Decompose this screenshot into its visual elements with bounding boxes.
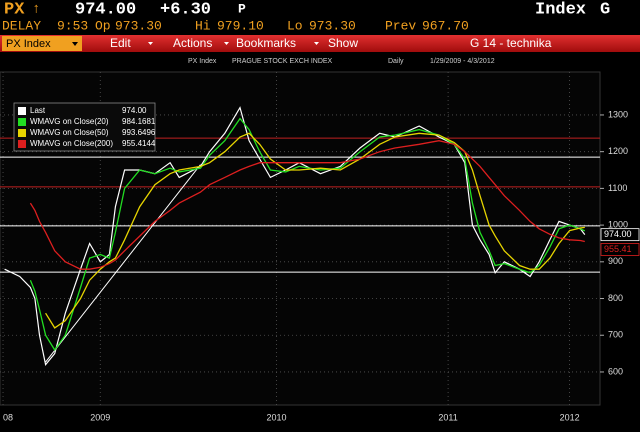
x-tick-label: 08	[3, 412, 13, 422]
legend-swatch	[18, 107, 26, 115]
market-key: G	[600, 0, 610, 19]
dropdown-arrow	[72, 42, 78, 46]
legend-value: 993.6496	[122, 128, 156, 137]
end-label: 974.00	[604, 229, 632, 239]
legend-swatch	[18, 140, 26, 148]
y-tick-label: 1200	[608, 146, 628, 156]
legend-swatch	[18, 129, 26, 137]
info-period: Daily	[388, 58, 404, 65]
y-tick-label: 600	[608, 366, 623, 376]
flag: P	[238, 1, 246, 16]
menu-item[interactable]: Actions	[173, 36, 212, 50]
menu-item[interactable]: Edit	[110, 36, 131, 50]
series-line	[29, 140, 585, 270]
series-line	[45, 132, 585, 329]
legend-label: WMAVG on Close(200)	[30, 139, 113, 148]
security-field[interactable]: PX Index	[6, 38, 51, 50]
arrow: ↑	[32, 2, 40, 18]
x-tick-label: 2011	[438, 412, 457, 422]
market: Index	[535, 0, 586, 19]
y-tick-label: 700	[608, 330, 623, 340]
menu-arrow	[314, 42, 319, 45]
end-label-box	[600, 228, 640, 242]
y-tick-label: 1000	[608, 219, 628, 229]
prev-label: Prev	[385, 18, 416, 33]
legend-label: WMAVG on Close(20)	[30, 117, 109, 126]
change: +6.30	[160, 0, 211, 19]
function-name: G 14 - technika	[470, 36, 552, 50]
x-tick-label: 2012	[560, 412, 580, 422]
y-tick-label: 900	[608, 256, 623, 266]
low: 973.30	[309, 18, 356, 33]
end-label: 955.41	[604, 244, 632, 254]
legend: Last 974.00 WMAVG on Close(20) 984.1681 WMAV…	[13, 102, 156, 152]
info-name: PRAGUE STOCK EXCH INDEX	[232, 58, 333, 65]
legend-box	[13, 102, 156, 152]
y-tick-label: 800	[608, 293, 623, 303]
x-tick-label: 2009	[90, 412, 110, 422]
menu-arrow	[224, 42, 229, 45]
legend-value: 955.4144	[122, 139, 156, 148]
legend-swatch	[18, 118, 26, 126]
end-label-box	[600, 243, 640, 256]
price: 974.00	[75, 0, 136, 19]
open-label: Op	[95, 18, 111, 33]
delay: DELAY	[2, 18, 41, 33]
prev: 967.70	[422, 18, 469, 33]
menu-arrow	[148, 42, 153, 45]
plot: 600 700 800 900 1000 1100 1200 1300 08 2009 2010 20…	[0, 72, 640, 422]
legend-value: 974.00	[122, 106, 147, 115]
high-label: Hi	[195, 18, 211, 33]
legend-label: Last	[30, 106, 46, 115]
x-tick-label: 2010	[266, 412, 286, 422]
y-tick-label: 1100	[608, 183, 627, 193]
security-box[interactable]	[2, 36, 82, 51]
menu-bar	[0, 35, 640, 52]
menu-item[interactable]: Bookmarks	[236, 36, 296, 50]
y-tick-label: 1300	[608, 109, 628, 119]
menu-item[interactable]: Show	[328, 36, 358, 50]
high: 979.10	[217, 18, 264, 33]
low-label: Lo	[287, 18, 303, 33]
open: 973.30	[115, 18, 162, 33]
ticker: PX	[4, 0, 25, 19]
time: 9:53	[57, 18, 88, 33]
info-range: 1/29/2009 - 4/3/2012	[430, 58, 495, 65]
series-line	[29, 117, 586, 352]
legend-label: WMAVG on Close(50)	[30, 128, 109, 137]
trend-line	[45, 164, 201, 363]
legend-value: 984.1681	[122, 117, 156, 126]
info-security: PX Index	[188, 58, 217, 65]
